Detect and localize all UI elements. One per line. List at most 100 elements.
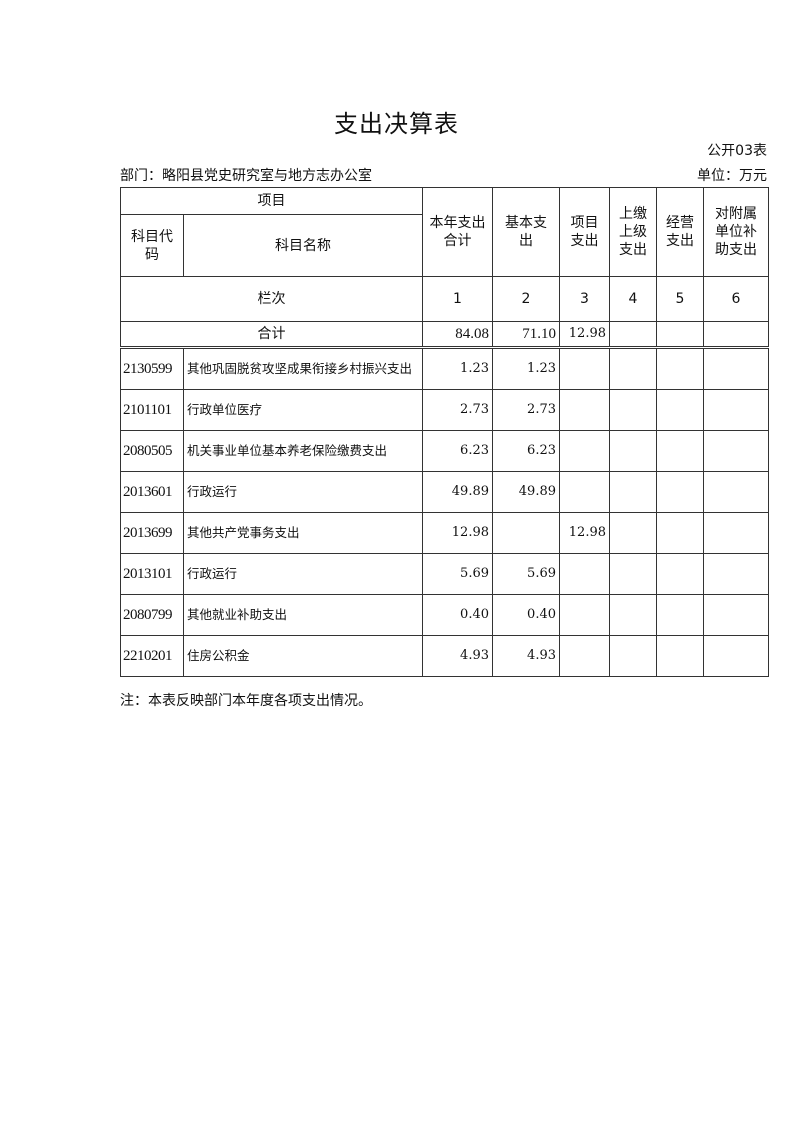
row-business bbox=[656, 635, 704, 677]
total-business bbox=[656, 321, 704, 349]
row-business bbox=[656, 430, 704, 472]
row-project bbox=[559, 594, 610, 636]
page-title: 支出决算表 bbox=[334, 110, 459, 138]
table-row: 2130599 其他巩固脱贫攻坚成果衔接乡村振兴支出 1.23 1.23 bbox=[120, 347, 769, 390]
row-basic: 2.73 bbox=[492, 389, 560, 431]
column-index-label: 栏次 bbox=[120, 276, 423, 322]
total-row: 合计 84.08 71.10 12.98 bbox=[120, 321, 769, 349]
row-total: 12.98 bbox=[422, 512, 493, 554]
col-number: 5 bbox=[656, 276, 704, 322]
row-total: 49.89 bbox=[422, 471, 493, 513]
row-code: 2101101 bbox=[120, 389, 184, 431]
row-name: 其他就业补助支出 bbox=[183, 594, 423, 636]
row-code: 2013601 bbox=[120, 471, 184, 513]
row-total: 5.69 bbox=[422, 553, 493, 595]
row-basic: 6.23 bbox=[492, 430, 560, 472]
row-total: 4.93 bbox=[422, 635, 493, 677]
row-code: 2210201 bbox=[120, 635, 184, 677]
header-business: 经营支出 bbox=[656, 187, 704, 277]
form-number: 公开03表 bbox=[707, 143, 767, 159]
row-code: 2130599 bbox=[120, 347, 184, 390]
footnote: 注：本表反映部门本年度各项支出情况。 bbox=[120, 693, 372, 709]
row-name: 其他巩固脱贫攻坚成果衔接乡村振兴支出 bbox=[183, 347, 423, 390]
row-name: 行政运行 bbox=[183, 553, 423, 595]
row-subsidy bbox=[703, 389, 769, 431]
row-business bbox=[656, 347, 704, 390]
row-code: 2080505 bbox=[120, 430, 184, 472]
row-business bbox=[656, 512, 704, 554]
row-project bbox=[559, 553, 610, 595]
col-number: 3 bbox=[559, 276, 610, 322]
row-upper bbox=[609, 471, 657, 513]
row-subsidy bbox=[703, 594, 769, 636]
row-business bbox=[656, 594, 704, 636]
row-upper bbox=[609, 512, 657, 554]
table-row: 2013601 行政运行 49.89 49.89 bbox=[120, 471, 769, 513]
row-total: 6.23 bbox=[422, 430, 493, 472]
row-name: 行政运行 bbox=[183, 471, 423, 513]
header-total: 本年支出合计 bbox=[422, 187, 493, 277]
total-upper bbox=[609, 321, 657, 349]
row-basic: 0.40 bbox=[492, 594, 560, 636]
header-name: 科目名称 bbox=[183, 214, 423, 277]
row-subsidy bbox=[703, 347, 769, 390]
row-code: 2013101 bbox=[120, 553, 184, 595]
row-project bbox=[559, 635, 610, 677]
row-code: 2080799 bbox=[120, 594, 184, 636]
header-subsidy: 对附属单位补助支出 bbox=[703, 187, 769, 277]
table-row: 2080799 其他就业补助支出 0.40 0.40 bbox=[120, 594, 769, 636]
col-number: 2 bbox=[492, 276, 560, 322]
table-row: 2210201 住房公积金 4.93 4.93 bbox=[120, 635, 769, 677]
row-business bbox=[656, 389, 704, 431]
table-row: 2013699 其他共产党事务支出 12.98 12.98 bbox=[120, 512, 769, 554]
row-project bbox=[559, 430, 610, 472]
row-upper bbox=[609, 389, 657, 431]
total-subsidy bbox=[703, 321, 769, 349]
row-subsidy bbox=[703, 471, 769, 513]
col-number: 6 bbox=[703, 276, 769, 322]
header-basic: 基本支出 bbox=[492, 187, 560, 277]
table-row: 2080505 机关事业单位基本养老保险缴费支出 6.23 6.23 bbox=[120, 430, 769, 472]
row-name: 行政单位医疗 bbox=[183, 389, 423, 431]
row-project: 12.98 bbox=[559, 512, 610, 554]
unit-label: 单位：万元 bbox=[697, 168, 767, 184]
row-business bbox=[656, 553, 704, 595]
row-basic: 1.23 bbox=[492, 347, 560, 390]
row-total: 2.73 bbox=[422, 389, 493, 431]
row-name: 其他共产党事务支出 bbox=[183, 512, 423, 554]
expenditure-table: 项目 本年支出合计 基本支出 项目支出 上缴上级支出 经营支出 对附属单位补助支… bbox=[120, 187, 769, 677]
row-subsidy bbox=[703, 430, 769, 472]
header-code: 科目代码 bbox=[120, 214, 184, 277]
row-subsidy bbox=[703, 553, 769, 595]
header-project: 项目支出 bbox=[559, 187, 610, 277]
row-basic: 49.89 bbox=[492, 471, 560, 513]
header-item: 项目 bbox=[120, 187, 423, 215]
row-name: 机关事业单位基本养老保险缴费支出 bbox=[183, 430, 423, 472]
row-subsidy bbox=[703, 512, 769, 554]
total-project: 12.98 bbox=[559, 321, 610, 349]
row-project bbox=[559, 389, 610, 431]
total-label: 合计 bbox=[120, 321, 423, 349]
row-basic bbox=[492, 512, 560, 554]
table-row: 2101101 行政单位医疗 2.73 2.73 bbox=[120, 389, 769, 431]
col-number: 1 bbox=[422, 276, 493, 322]
row-business bbox=[656, 471, 704, 513]
row-basic: 5.69 bbox=[492, 553, 560, 595]
row-name: 住房公积金 bbox=[183, 635, 423, 677]
row-project bbox=[559, 471, 610, 513]
row-upper bbox=[609, 553, 657, 595]
header-upper: 上缴上级支出 bbox=[609, 187, 657, 277]
total-basic: 71.10 bbox=[492, 321, 560, 349]
col-number: 4 bbox=[609, 276, 657, 322]
total-amount: 84.08 bbox=[422, 321, 493, 349]
row-upper bbox=[609, 430, 657, 472]
row-total: 0.40 bbox=[422, 594, 493, 636]
row-upper bbox=[609, 347, 657, 390]
row-code: 2013699 bbox=[120, 512, 184, 554]
department-label: 部门：略阳县党史研究室与地方志办公室 bbox=[120, 168, 372, 184]
row-upper bbox=[609, 594, 657, 636]
row-basic: 4.93 bbox=[492, 635, 560, 677]
row-upper bbox=[609, 635, 657, 677]
row-project bbox=[559, 347, 610, 390]
row-total: 1.23 bbox=[422, 347, 493, 390]
